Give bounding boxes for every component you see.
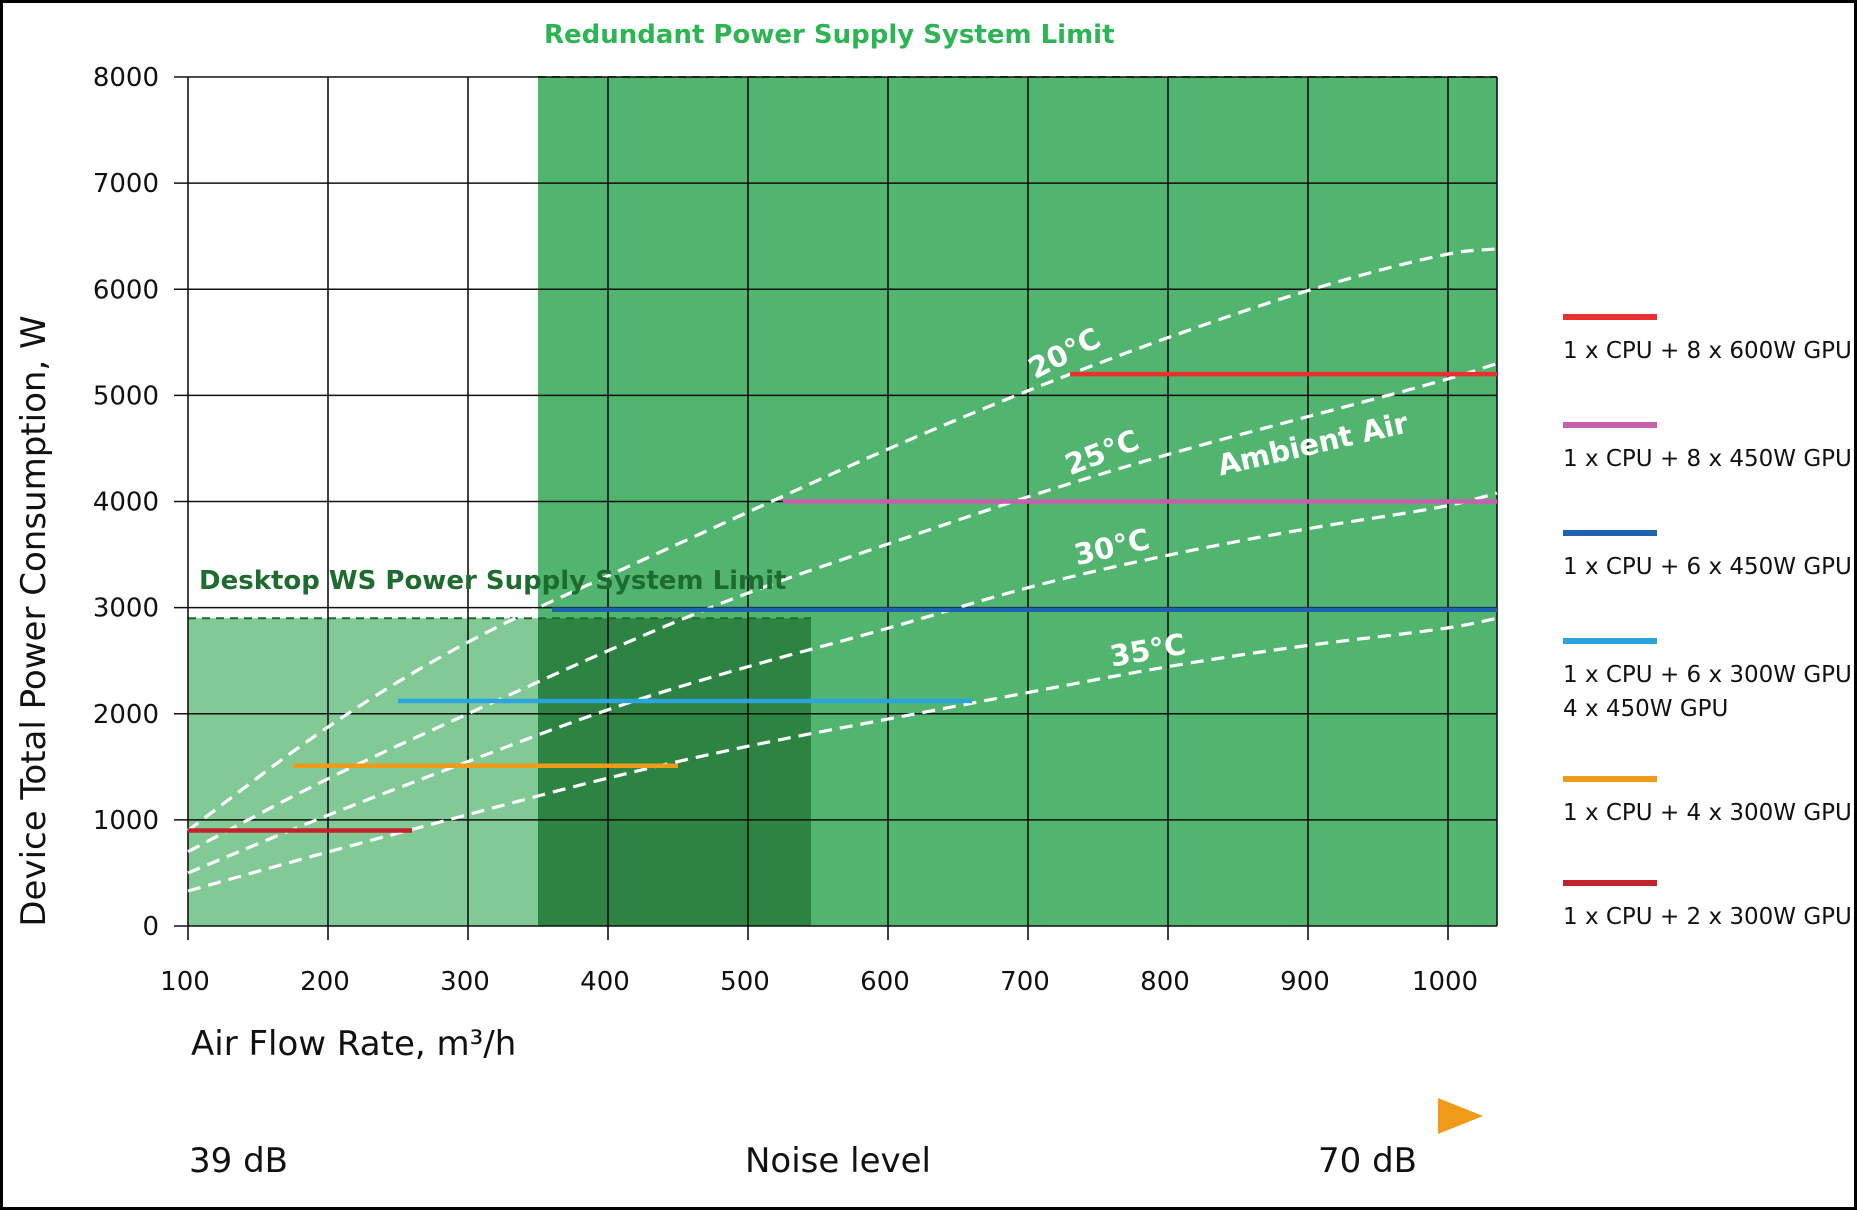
legend-item: 1 x CPU + 2 x 300W GPU [1563, 880, 1852, 930]
y-tick-label: 6000 [93, 275, 159, 305]
noise-center-label: Noise level [745, 1141, 931, 1181]
y-tick-label: 3000 [93, 594, 159, 624]
ambient-curve [187, 247, 1498, 832]
legend-label: 1 x CPU + 8 x 600W GPU [1563, 338, 1852, 364]
ambient-curve [187, 362, 1498, 854]
chart-frame: 20°C 25°C 30°C 35°C Ambient Air 100 200 300 400… [3, 3, 1854, 1207]
y-tick-label: 8000 [93, 63, 159, 93]
legend-label: 1 x CPU + 6 x 450W GPU [1563, 554, 1852, 580]
y-tick-label: 5000 [93, 381, 159, 411]
x-axis-title: Air Flow Rate, m³/h [191, 1024, 516, 1064]
x-tick-label: 200 [300, 967, 350, 997]
noise-arrow-head [1438, 1098, 1483, 1134]
redundant-limit-label: Redundant Power Supply System Limit [544, 20, 1115, 50]
y-tick-label: 2000 [93, 700, 159, 730]
x-tick-label: 300 [440, 967, 490, 997]
axis-ticks: 100 200 300 400 500 600 700 800 900 1000 0 1000 2000… [93, 63, 1478, 997]
legend-item: 1 x CPU + 8 x 450W GPU [1563, 422, 1852, 472]
legend-label: 1 x CPU + 2 x 300W GPU [1563, 904, 1852, 930]
x-tick-label: 100 [160, 967, 210, 997]
legend-item: 1 x CPU + 6 x 300W GPU / 4 x 450W GPU [1563, 638, 1854, 722]
legend-label: 1 x CPU + 6 x 300W GPU / [1563, 662, 1854, 688]
ambient-curve [187, 491, 1498, 875]
y-tick-label: 7000 [93, 169, 159, 199]
noise-min-label: 39 dB [189, 1141, 288, 1181]
desktop-limit-label: Desktop WS Power Supply System Limit [199, 566, 786, 596]
x-tick-label: 900 [1280, 967, 1330, 997]
legend-item: 1 x CPU + 4 x 300W GPU [1563, 776, 1852, 826]
legend-label: 1 x CPU + 8 x 450W GPU [1563, 446, 1852, 472]
y-tick-label: 1000 [93, 806, 159, 836]
legend-item: 1 x CPU + 8 x 600W GPU [1563, 314, 1852, 364]
noise-max-label: 70 dB [1318, 1141, 1417, 1181]
y-tick-label: 0 [142, 912, 159, 942]
config-lines [188, 371, 1497, 833]
x-tick-label: 600 [860, 967, 910, 997]
x-tick-label: 800 [1140, 967, 1190, 997]
legend-label: 4 x 450W GPU [1563, 696, 1728, 722]
y-axis-title: Device Total Power Consumption, W [14, 315, 54, 926]
y-tick-label: 4000 [93, 488, 159, 518]
legend: 1 x CPU + 8 x 600W GPU 1 x CPU + 8 x 450W… [1563, 314, 1854, 930]
x-tick-label: 1000 [1412, 967, 1478, 997]
ambient-curve [187, 616, 1498, 893]
x-tick-label: 400 [580, 967, 630, 997]
legend-label: 1 x CPU + 4 x 300W GPU [1563, 800, 1852, 826]
legend-item: 1 x CPU + 6 x 450W GPU [1563, 530, 1852, 580]
grid [174, 76, 1498, 940]
x-tick-label: 500 [720, 967, 770, 997]
x-tick-label: 700 [1000, 967, 1050, 997]
overlap-region [538, 618, 811, 926]
